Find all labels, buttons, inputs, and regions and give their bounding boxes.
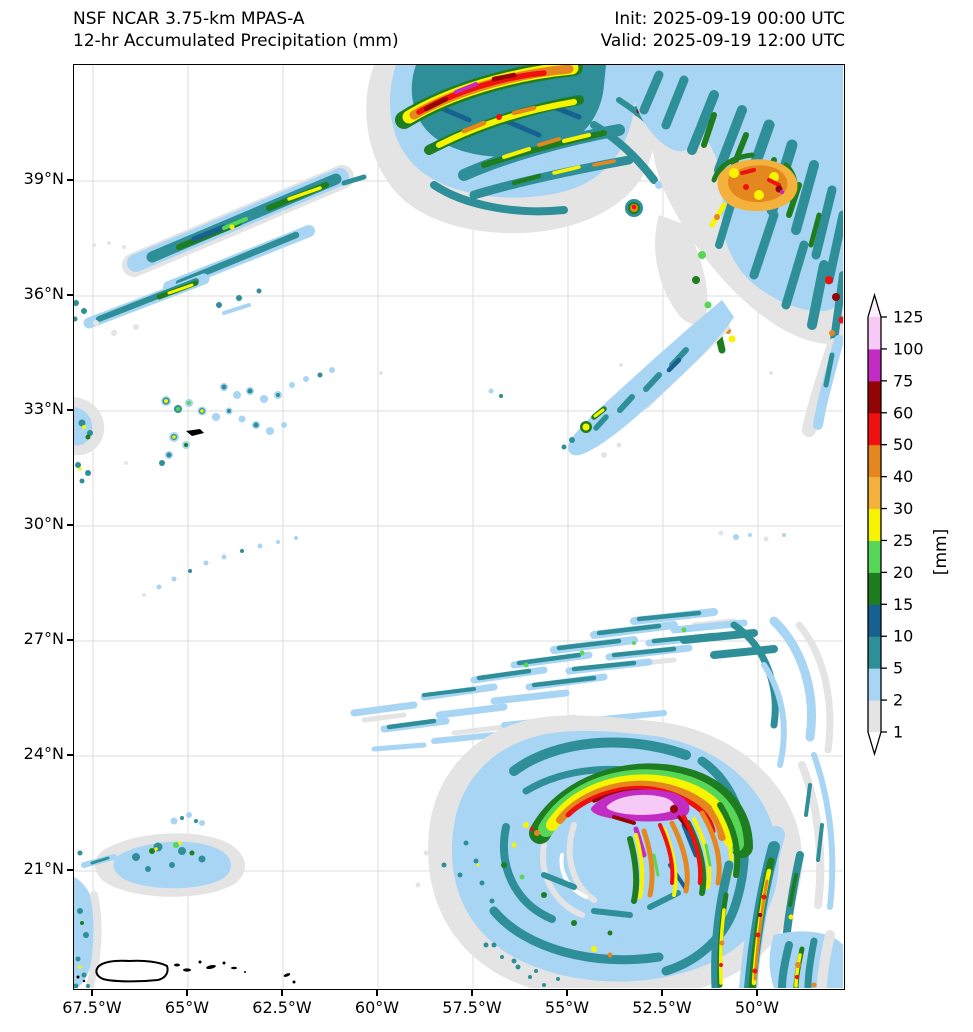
colorbar-segment-75-100: [868, 348, 881, 382]
precip-field: [74, 65, 843, 988]
scattered-specks-30n: [142, 530, 786, 597]
colorbar-tick-label: 20: [893, 563, 913, 582]
colorbar-tick-label: 75: [893, 371, 913, 390]
x-tick-label: 60°W: [354, 998, 400, 1017]
colorbar-segment-15-20: [868, 572, 881, 605]
colorbar-tick-label: 25: [893, 531, 913, 550]
bermuda-showers: [74, 367, 503, 484]
colorbar-tick-label: 60: [893, 403, 913, 422]
y-tick-label: 24°N: [23, 744, 64, 763]
y-tick-mark: [67, 409, 73, 411]
valid-time: Valid: 2025-09-19 12:00 UTC: [600, 31, 845, 51]
colorbar-tick-label: 40: [893, 467, 913, 486]
colorbar-tick-label: 1: [893, 723, 903, 742]
x-tick-label: 52.5°W: [632, 998, 692, 1017]
y-tick-label: 21°N: [23, 859, 64, 878]
init-time: Init: 2025-09-19 00:00 UTC: [614, 9, 845, 29]
colorbar-tick-label: 2: [893, 691, 903, 710]
x-tick-label: 57.5°W: [442, 998, 502, 1017]
colorbar-tick-label: 30: [893, 499, 913, 518]
x-tick-label: 65°W: [164, 998, 210, 1017]
x-tick-label: 67.5°W: [62, 998, 122, 1017]
colorbar-tick-label: 125: [893, 308, 924, 327]
y-tick-label: 39°N: [23, 169, 64, 188]
run-times: Init: 2025-09-19 00:00 UTC Valid: 2025-09…: [601, 8, 845, 52]
x-tick-mark: [91, 990, 93, 996]
colorbar-tick-label: 100: [893, 339, 924, 358]
colorbar-tick-label: 15: [893, 595, 913, 614]
colorbar-segment-2-5: [868, 668, 881, 701]
colorbar-segment-60-75: [868, 380, 881, 414]
central-rainband-streaks: [350, 608, 834, 779]
plot-title: NSF NCAR 3.75-km MPAS-A 12-hr Accumulated…: [73, 8, 399, 52]
top-right-storm-system: [561, 65, 843, 458]
x-tick-mark: [186, 990, 188, 996]
precipitation-map: [74, 65, 843, 988]
colorbar-tick-label: 50: [893, 435, 913, 454]
colorbar-segment-20-25: [868, 540, 881, 573]
y-tick-label: 33°N: [23, 399, 64, 418]
colorbar-tick-label: 5: [893, 659, 903, 678]
puerto-rico-area-showers: [74, 812, 246, 988]
y-tick-label: 36°N: [23, 284, 64, 303]
tropical-cyclone: [415, 715, 843, 988]
x-tick-label: 62.5°W: [252, 998, 312, 1017]
colorbar-units-label: [mm]: [931, 529, 951, 575]
model-title: NSF NCAR 3.75-km MPAS-A: [73, 9, 305, 29]
x-tick-label: 55°W: [544, 998, 590, 1017]
x-tick-mark: [471, 990, 473, 996]
colorbar-segment-10-15: [868, 604, 881, 637]
nw-rain-streaks: [74, 165, 367, 336]
x-tick-mark: [756, 990, 758, 996]
x-tick-mark: [661, 990, 663, 996]
colorbar-segment-5-10: [868, 636, 881, 669]
top-center-storm-system: [366, 65, 688, 234]
x-tick-mark: [566, 990, 568, 996]
y-tick-mark: [67, 524, 73, 526]
puerto-rico-outline: [95, 959, 169, 983]
coastlines: [76, 959, 296, 984]
y-tick-mark: [67, 639, 73, 641]
colorbar-tick-label: 10: [893, 627, 913, 646]
colorbar-segment-25-30: [868, 508, 881, 541]
colorbar-segment-1-2: [868, 700, 881, 733]
colorbar-segment-30-40: [868, 476, 881, 510]
y-tick-label: 30°N: [23, 514, 64, 533]
colorbar-segment-50-60: [868, 412, 881, 446]
x-tick-mark: [376, 990, 378, 996]
x-tick-mark: [281, 990, 283, 996]
y-tick-mark: [67, 179, 73, 181]
colorbar-segments: [867, 292, 882, 757]
colorbar-segment-100-125: [868, 317, 881, 350]
y-tick-mark: [67, 754, 73, 756]
y-tick-mark: [67, 294, 73, 296]
y-tick-label: 27°N: [23, 629, 64, 648]
y-tick-mark: [67, 869, 73, 871]
x-tick-label: 50°W: [734, 998, 780, 1017]
map-plot-area: [73, 64, 845, 990]
field-title: 12-hr Accumulated Precipitation (mm): [73, 31, 399, 51]
colorbar-segment-40-50: [868, 444, 881, 478]
